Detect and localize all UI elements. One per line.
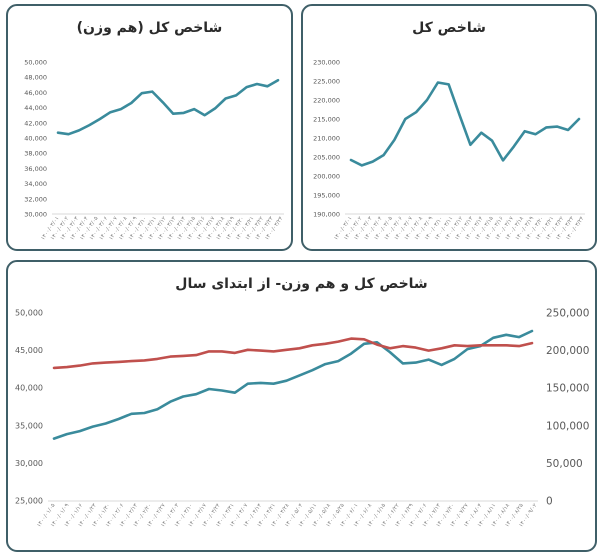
y-tick-label-right: 50,000	[546, 458, 583, 470]
y-tick-label: 205,000	[313, 154, 340, 162]
chart-title: شاخص کل	[412, 20, 486, 36]
y-tick-label-right: 200,000	[546, 345, 589, 357]
y-tick-label: 40,000	[24, 135, 47, 143]
y-tick-label: 210,000	[313, 135, 340, 143]
y-tick-label: 190,000	[313, 211, 340, 219]
y-tick-label: 230,000	[313, 59, 340, 67]
y-tick-label: 40,000	[15, 384, 43, 393]
y-tick-label: 220,000	[313, 97, 340, 105]
y-tick-label: 42,000	[24, 119, 47, 127]
y-tick-label: 38,000	[24, 150, 47, 158]
y-tick-label: 44,000	[24, 104, 47, 112]
total-index-chart: 190,000 195,000 200,000 205,000 210,000 215,0…	[313, 59, 586, 242]
y-tick-label: 50,000	[15, 309, 43, 318]
series-line	[52, 329, 534, 440]
y-tick-label: 46,000	[24, 89, 47, 97]
y-tick-label-right: 150,000	[546, 383, 589, 395]
y-tick-label-right: 0	[546, 496, 553, 508]
y-tick-label: 195,000	[313, 192, 340, 200]
y-tick-label: 32,000	[24, 195, 47, 203]
combined-ytd-chart: 25,000 30,000 35,000 40,000 45,000 50,000 0 50,…	[15, 308, 589, 529]
y-tick-label: 36,000	[24, 165, 47, 173]
equal-weight-index-chart: 30,000 32,000 34,000 36,000 38,000 40,000 42,0…	[24, 59, 284, 242]
y-tick-label: 225,000	[313, 78, 340, 86]
series-line	[349, 81, 581, 167]
y-tick-label: 30,000	[15, 459, 43, 468]
y-tick-label: 45,000	[15, 346, 43, 355]
y-tick-label: 35,000	[15, 421, 43, 430]
chart-title: شاخص کل و هم وزن- از ابتدای سال	[175, 276, 428, 292]
series-line	[56, 78, 280, 136]
y-tick-label-right: 100,000	[546, 420, 589, 432]
y-tick-label: 215,000	[313, 116, 340, 124]
y-tick-label: 30,000	[24, 211, 47, 219]
y-tick-label: 48,000	[24, 74, 47, 82]
y-tick-label: 50,000	[24, 59, 47, 67]
y-tick-label: 25,000	[15, 497, 43, 506]
chart-panel-equal-weight-index: شاخص کل (هم وزن) 30,000 32,000 34,000 36,00…	[6, 4, 293, 251]
series-line	[52, 337, 534, 370]
y-tick-label-right: 250,000	[546, 308, 589, 320]
chart-panel-total-index: شاخص کل 190,000 195,000 200,000 205,000 210,…	[301, 4, 597, 251]
chart-panel-combined-ytd: شاخص کل و هم وزن- از ابتدای سال 25,000 30…	[6, 260, 597, 552]
y-tick-label: 34,000	[24, 180, 47, 188]
y-tick-label: 200,000	[313, 173, 340, 181]
chart-title: شاخص کل (هم وزن)	[76, 20, 223, 36]
